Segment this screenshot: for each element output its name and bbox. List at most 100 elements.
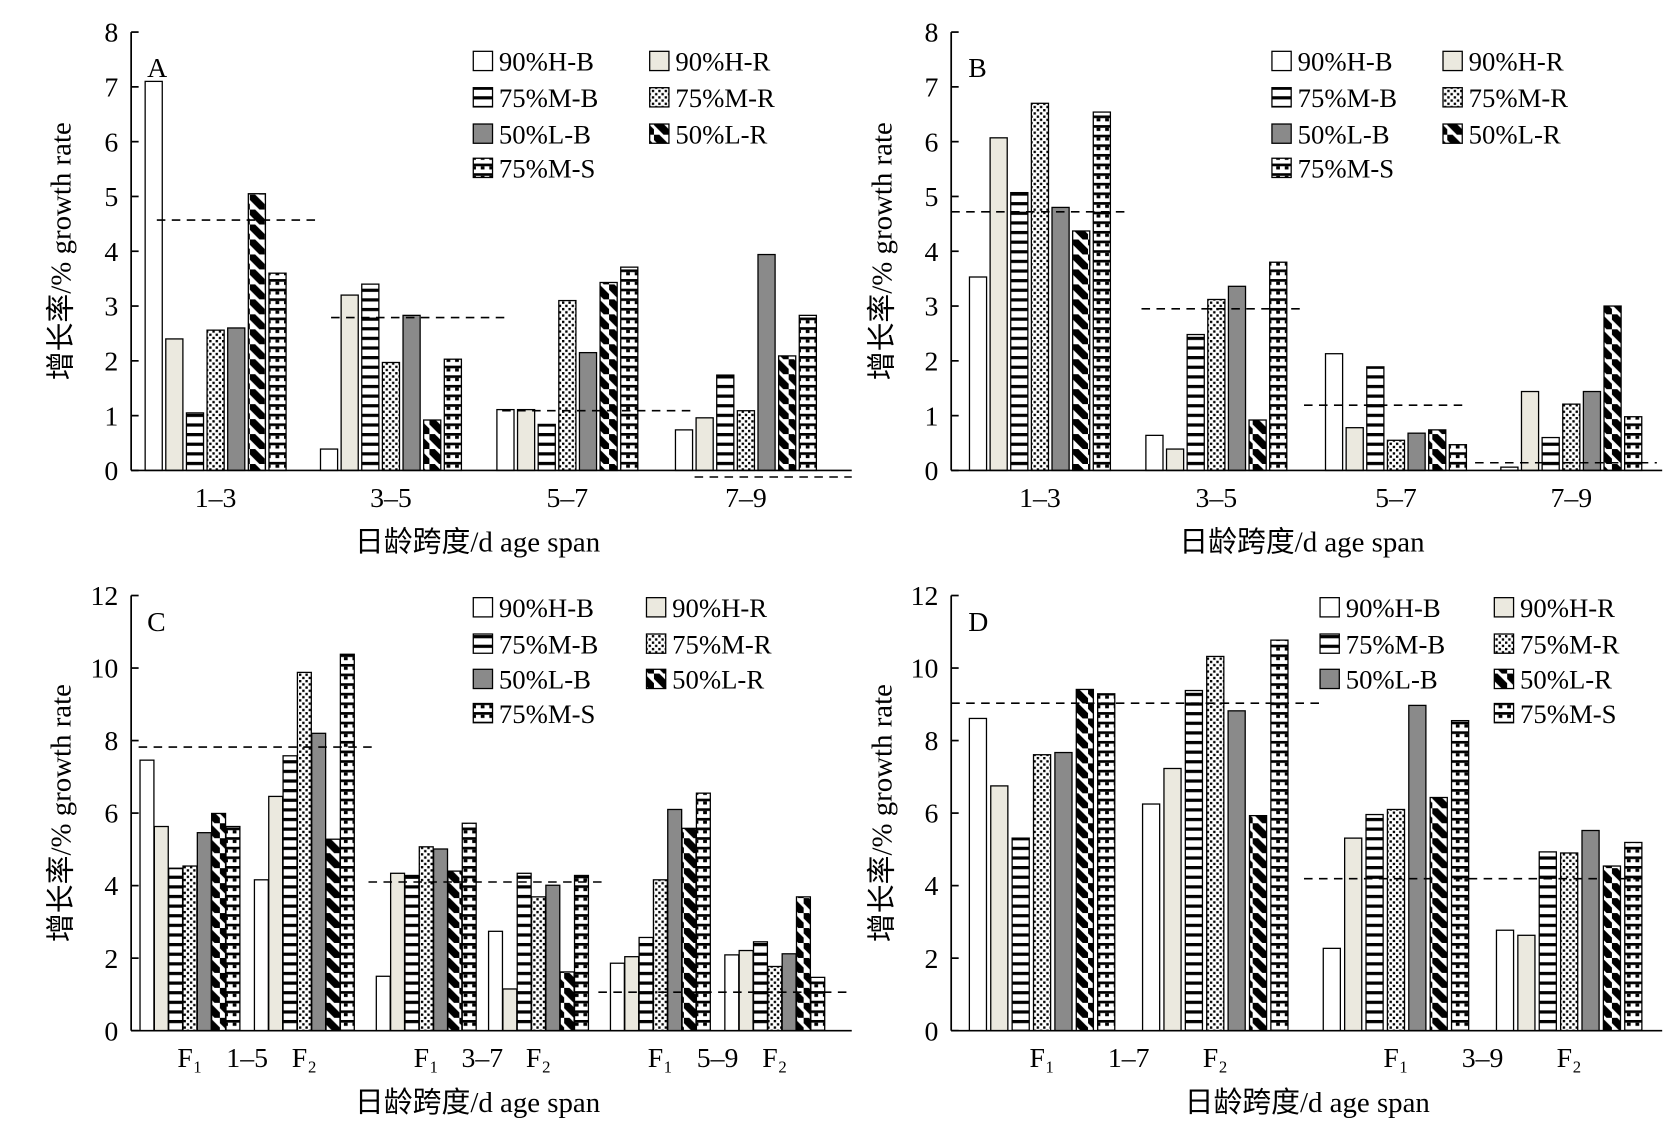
- x-group-label: 3–9: [1462, 1043, 1504, 1074]
- bar-b-s1-c0: [990, 138, 1007, 471]
- bar-b-s2-c1: [1187, 335, 1204, 471]
- bar-c-s4-c1: [312, 733, 326, 1030]
- bar-c-s1-c1: [269, 796, 283, 1030]
- y-tick-label: 1: [924, 401, 938, 432]
- bar-c-s3-c5: [768, 966, 782, 1030]
- legend-label: 90%H-B: [499, 47, 594, 77]
- legend-swatch: [1272, 158, 1291, 177]
- y-axis-label: 增长率/% growth rate: [45, 684, 77, 942]
- y-tick-label: 3: [104, 292, 118, 323]
- legend-label: 50%L-R: [1520, 665, 1612, 695]
- bar-b-s5-c3: [1604, 306, 1621, 470]
- bar-d-s6-c3: [1625, 842, 1642, 1030]
- legend: 90%H-B 90%H-R 75%M-B 75%M-R 50%L-B 50%L-R 75%M…: [1272, 47, 1568, 184]
- bar-c-s0-c0: [140, 760, 154, 1031]
- legend-swatch: [1443, 88, 1462, 107]
- legend-label: 75%M-S: [1520, 699, 1616, 729]
- bar-c-s6-c5: [811, 977, 825, 1030]
- legend-swatch: [1443, 124, 1462, 143]
- bar-d-s0-c3: [1496, 930, 1513, 1030]
- x-tick-label: F₂: [526, 1043, 551, 1074]
- bar-b-s3-c2: [1387, 440, 1404, 470]
- legend-swatch: [473, 598, 492, 617]
- legend-label: 90%H-B: [1298, 47, 1393, 77]
- y-tick-label: 4: [104, 871, 118, 902]
- bar-a-s0-c0: [145, 81, 162, 470]
- bar-b-s4-c2: [1408, 433, 1425, 470]
- legend-label: 75%M-S: [499, 153, 595, 183]
- bar-b-s2-c3: [1542, 438, 1559, 471]
- x-tick-label: 1–3: [1019, 483, 1061, 514]
- bar-b-s1-c3: [1521, 392, 1538, 471]
- bar-d-s4-c0: [1055, 753, 1072, 1031]
- bar-c-s1-c3: [503, 989, 517, 1031]
- x-tick-label: F₁: [1383, 1043, 1408, 1074]
- y-tick-label: 2: [104, 944, 118, 975]
- bar-c-s1-c0: [154, 827, 168, 1031]
- legend-swatch: [1320, 634, 1339, 653]
- bar-a-s2-c0: [186, 413, 203, 471]
- y-tick-label: 4: [924, 871, 938, 902]
- bar-c-s5-c1: [326, 839, 340, 1030]
- legend-swatch: [646, 598, 665, 617]
- bar-b-s3-c0: [1031, 103, 1048, 470]
- bar-a-s5-c2: [600, 282, 617, 470]
- legend-label: 75%M-R: [1469, 83, 1569, 113]
- y-tick-label: 12: [91, 581, 119, 612]
- bar-d-s2-c0: [1012, 838, 1029, 1031]
- bar-a-s1-c2: [518, 410, 535, 471]
- bar-d-s6-c1: [1271, 640, 1288, 1031]
- bar-c-s6-c4: [696, 793, 710, 1031]
- legend-swatch: [473, 88, 492, 107]
- bar-c-s2-c5: [754, 942, 768, 1031]
- panel-letter: D: [968, 607, 988, 638]
- legend: 90%H-B 90%H-R 75%M-B 75%M-R 50%L-B 50%L-R 75%M…: [473, 593, 771, 729]
- bar-a-s5-c3: [779, 356, 796, 471]
- legend-swatch: [650, 51, 669, 70]
- bar-a-s1-c1: [341, 295, 358, 470]
- bar-c-s6-c1: [340, 654, 354, 1030]
- bar-c-s1-c2: [391, 873, 405, 1030]
- bar-a-s1-c0: [166, 339, 183, 471]
- bar-c-s5-c3: [560, 972, 574, 1031]
- bar-c-s3-c1: [297, 672, 311, 1030]
- x-tick-label: F₁: [648, 1043, 673, 1074]
- bar-b-s6-c0: [1093, 112, 1110, 470]
- bar-a-s5-c1: [424, 420, 441, 470]
- bar-d-s0-c2: [1323, 948, 1340, 1030]
- y-tick-label: 8: [104, 18, 118, 49]
- legend-swatch: [1272, 124, 1291, 143]
- bar-a-s6-c0: [269, 273, 286, 470]
- bar-c-s4-c2: [434, 849, 448, 1031]
- bar-b-s1-c2: [1346, 428, 1363, 471]
- legend-swatch: [473, 704, 492, 723]
- panel-d: 0 2 4 6 8 10 12 F₁ F₂ F₁ F₂ 1–7 3–9 日龄跨度/d age span 增长…: [867, 581, 1663, 1119]
- bar-b-s5-c1: [1249, 420, 1266, 470]
- y-tick-label: 6: [924, 127, 938, 158]
- bar-b-s4-c1: [1228, 286, 1245, 470]
- panel-letter: C: [147, 607, 166, 638]
- panel-c: 0 2 4 6 8 10 12 F₁ F₂ F₁ F₂ F₁ F₂ 1–5 3–7 5–9 日龄跨度/d age…: [45, 581, 851, 1119]
- bar-a-s4-c0: [228, 328, 245, 470]
- y-tick-label: 0: [104, 1016, 118, 1047]
- bar-a-s3-c0: [207, 330, 224, 470]
- x-axis-label: 日龄跨度/d age span: [355, 1087, 600, 1119]
- y-tick-label: 4: [924, 237, 938, 268]
- bar-d-s6-c0: [1098, 694, 1115, 1031]
- bar-d-s4-c3: [1582, 831, 1599, 1031]
- bar-c-s0-c4: [610, 963, 624, 1030]
- bar-d-s3-c3: [1561, 853, 1578, 1031]
- x-group-label: 1–5: [226, 1043, 268, 1074]
- bar-c-s0-c3: [489, 931, 503, 1030]
- x-tick-label: F₁: [177, 1043, 202, 1074]
- bar-b-s6-c1: [1270, 262, 1287, 470]
- legend-swatch: [1494, 669, 1513, 688]
- bar-b-s4-c0: [1052, 207, 1069, 470]
- bar-a-s4-c1: [403, 315, 420, 470]
- bar-d-s3-c2: [1387, 809, 1404, 1030]
- bar-c-s6-c0: [226, 827, 240, 1031]
- bar-b-s0-c2: [1326, 354, 1343, 471]
- bar-a-s0-c2: [497, 410, 514, 471]
- legend-swatch: [1320, 598, 1339, 617]
- x-tick-label: 7–9: [1550, 483, 1592, 514]
